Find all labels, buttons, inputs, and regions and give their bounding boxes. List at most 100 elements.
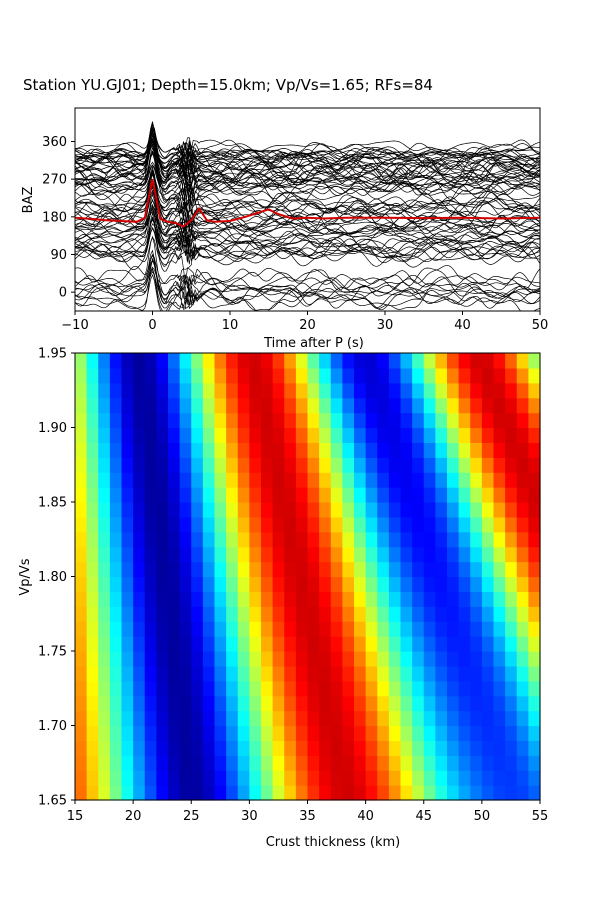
rf-trace [75,198,540,244]
top-x-axis-label: Time after P (s) [263,336,364,351]
heatmap-cell [202,442,216,458]
heatmap-cell [295,367,309,384]
heatmap-cell [493,785,506,801]
rf-trace [75,259,540,310]
heatmap-cell [272,457,285,473]
heatmap-cell [179,606,192,622]
heatmap-cell [493,531,506,548]
heatmap-cell [202,606,216,622]
heatmap-cell [284,546,297,563]
heatmap-cell [272,353,285,369]
heatmap-cell [144,502,157,518]
heatmap-cell [168,576,181,592]
heatmap-cell [226,606,239,622]
rf-traces [75,121,540,311]
heatmap-cell [295,561,309,578]
rf-trace [75,123,540,170]
heatmap-cell [214,472,227,488]
heatmap-cell [86,680,99,697]
heatmap-cell [121,412,134,429]
heatmap-cell [109,412,123,429]
heatmap-cell [237,770,250,786]
heatmap-cell [133,576,146,592]
heatmap-cell [388,770,402,786]
heatmap-cell [505,695,518,712]
heatmap-cell [516,755,529,771]
heatmap-cell [377,591,390,607]
heatmap-cell [237,457,250,473]
heatmap-cell [470,770,483,786]
heatmap-cell [261,457,274,473]
heatmap-cell [458,412,471,429]
heatmap-cell [377,487,390,503]
heatmap-cell [400,621,413,637]
heatmap-cell [226,353,239,369]
heatmap-cell [388,785,402,801]
heatmap-cell [435,606,448,622]
heatmap-cell [202,546,216,563]
heatmap-cell [121,531,134,548]
heatmap-cell [307,770,320,786]
heatmap-cell [237,427,250,443]
bottom-y-tick-label: 1.70 [38,719,67,734]
heatmap-cell [226,546,239,563]
heatmap-cell [237,516,250,533]
heatmap-cell [214,502,227,518]
heatmap-cell [342,770,355,786]
heatmap-cell [365,651,378,667]
heatmap-cell [295,755,309,771]
top-y-tick-label: 270 [42,173,67,188]
heatmap-cell [249,665,262,682]
heatmap-cell [307,785,320,801]
heatmap-cell [412,561,425,578]
heatmap-cell [226,755,239,771]
bottom-y-tick-label: 1.90 [38,421,67,436]
heatmap-cell [179,561,192,578]
heatmap-cell [284,710,297,727]
heatmap-cell [447,457,460,473]
heatmap-cell [272,427,285,443]
heatmap-cell [516,487,529,503]
heatmap-cell [342,636,355,652]
rf-trace [75,146,540,202]
heatmap-cell [249,516,262,533]
heatmap-cell [423,680,436,697]
heatmap-cell [156,651,169,667]
heatmap-cell [412,442,425,458]
bottom-y-tick-label: 1.95 [38,347,67,362]
heatmap-cell [272,487,285,503]
heatmap-cell [412,591,425,607]
heatmap-cell [75,651,88,667]
heatmap-cell [121,487,134,503]
heatmap-cell [214,412,227,429]
heatmap-cell [98,353,111,369]
heatmap-cell [388,606,402,622]
heatmap-cell [249,680,262,697]
heatmap-cell [447,442,460,458]
heatmap-cell [133,651,146,667]
heatmap-cell [295,770,309,786]
heatmap-cell [191,695,204,712]
heatmap-cell [447,665,460,682]
heatmap-cell [377,531,390,548]
heatmap-cell [237,680,250,697]
heatmap-cell [261,710,274,727]
heatmap-cell [237,382,250,399]
heatmap-cell [354,546,367,563]
heatmap-cell [168,680,181,697]
heatmap-cell [121,457,134,473]
heatmap-cell [412,353,425,369]
heatmap-cell [295,546,309,563]
heatmap-cell [109,680,123,697]
heatmap-cell [319,591,332,607]
heatmap-cell [330,651,343,667]
heatmap-cell [133,725,146,741]
heatmap-cell [528,621,541,637]
heatmap-cell [458,680,471,697]
heatmap-cell [179,576,192,592]
heatmap-cell [133,680,146,697]
heatmap-cell [388,665,402,682]
heatmap-cell [447,785,460,801]
heatmap-cell [493,591,506,607]
heatmap-cell [435,382,448,399]
